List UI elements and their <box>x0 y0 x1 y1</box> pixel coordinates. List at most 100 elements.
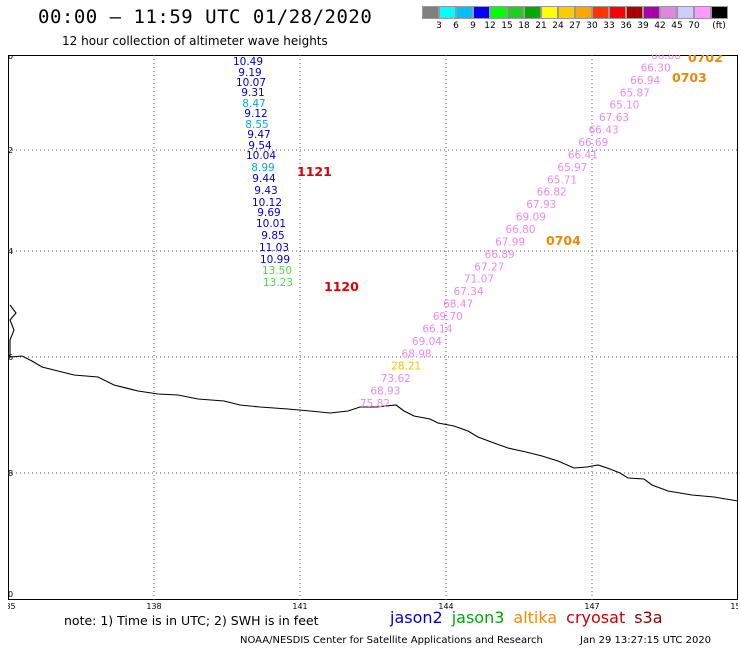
map-frame <box>8 55 738 600</box>
lon-tick-label: 141 <box>292 602 307 610</box>
legend-swatch <box>422 6 439 19</box>
wave-height-map: 10.499.1910.079.318.479.128.559.479.5410… <box>8 55 738 610</box>
wave-height-value: 28.21 <box>391 361 421 373</box>
wave-height-value: 9.85 <box>261 230 284 242</box>
wave-height-value: 9.31 <box>241 87 264 99</box>
legend-swatch <box>711 6 728 19</box>
lon-tick-label: 147 <box>584 602 599 610</box>
wave-height-value: 66.82 <box>537 187 567 199</box>
legend-label: 3 <box>436 21 442 31</box>
lat-tick-label: -70 <box>8 590 13 599</box>
track-time-label: 0703 <box>672 70 707 85</box>
track-time-label: 0704 <box>546 233 581 248</box>
wave-height-value: 67.27 <box>474 261 504 273</box>
wave-height-value: 13.50 <box>262 265 292 277</box>
wave-height-value: 73.62 <box>381 373 411 385</box>
lat-tick-label: -60 <box>8 55 13 61</box>
generated-timestamp: Jan 29 13:27:15 UTC 2020 <box>580 635 712 646</box>
legend-swatch <box>490 6 507 19</box>
wave-height-value: 11.03 <box>259 242 289 254</box>
legend-swatch <box>456 6 473 19</box>
wave-height-value: 69.04 <box>412 336 442 348</box>
wave-height-value: 66.69 <box>578 137 608 149</box>
satellite-name: jason2 <box>390 608 443 627</box>
wave-height-value: 66.43 <box>589 125 619 137</box>
map-title: 00:00 – 11:59 UTC 01/28/2020 <box>38 6 373 28</box>
wave-height-value: 8.99 <box>251 162 274 174</box>
footnote: note: 1) Time is in UTC; 2) SWH is in fe… <box>64 613 319 628</box>
legend-unit: (ft) <box>712 21 726 31</box>
legend-swatch <box>660 6 677 19</box>
legend-swatch <box>524 6 541 19</box>
legend-swatch <box>439 6 456 19</box>
wave-height-value: 68.47 <box>443 299 473 311</box>
legend-label: 21 <box>535 21 547 31</box>
wave-height-value: 9.19 <box>238 67 261 79</box>
wave-height-value: 66.89 <box>485 249 515 261</box>
track-time-label: 1121 <box>297 164 332 179</box>
lon-tick-label: 138 <box>146 602 161 610</box>
wave-height-value: 69.70 <box>433 311 463 323</box>
lat-tick-label: -66 <box>8 353 13 362</box>
satellite-name: jason3 <box>451 608 505 627</box>
legend-label: 9 <box>470 21 476 31</box>
wave-height-value: 65.87 <box>620 87 650 99</box>
legend-swatch <box>694 6 711 19</box>
wave-height-value: 67.93 <box>526 199 556 211</box>
legend-labels: 3 6 9 12 15 18 21 24 27 30 33 36 39 42 45 70 (ft) <box>422 19 740 33</box>
track-time-label: 0702 <box>688 55 723 65</box>
wave-height-value: 10.12 <box>252 197 282 209</box>
wave-height-value: 75.82 <box>360 398 390 410</box>
legend-swatch <box>473 6 490 19</box>
satellite-legend: jason2 jason3 altika cryosat s3a <box>390 608 672 627</box>
wave-height-value: 65.71 <box>547 174 577 186</box>
antarctic-coastline <box>9 304 738 502</box>
wave-height-value: 65.97 <box>557 162 587 174</box>
lon-tick-label: 135 <box>8 602 16 610</box>
legend-swatches <box>422 6 740 19</box>
map-grid <box>8 55 738 600</box>
satellite-name: cryosat <box>566 608 626 627</box>
track-a-labels: 10.499.1910.079.318.479.128.559.479.5410… <box>233 56 293 289</box>
lat-tick-label: -62 <box>8 146 13 155</box>
legend-label: 45 <box>671 21 683 31</box>
wave-height-value: 66.41 <box>568 149 598 161</box>
wave-height-value: 71.07 <box>464 274 494 286</box>
legend-swatch <box>626 6 643 19</box>
wave-height-value: 10.99 <box>260 254 290 266</box>
wave-height-value: 10.49 <box>233 56 263 68</box>
legend-label: 6 <box>453 21 459 31</box>
track-b-labels: 66.8866.3066.9465.8765.1067.6366.4366.69… <box>360 55 681 410</box>
lat-tick-label: -64 <box>8 247 13 256</box>
legend-swatch <box>575 6 592 19</box>
wave-height-value: 10.04 <box>246 150 276 162</box>
legend-label: 30 <box>586 21 598 31</box>
legend-swatch <box>609 6 626 19</box>
credit-line: NOAA/NESDIS Center for Satellite Applica… <box>240 635 543 646</box>
wave-height-value: 9.54 <box>248 140 272 152</box>
legend-swatch <box>558 6 575 19</box>
wave-height-value: 13.23 <box>263 277 293 289</box>
legend-swatch <box>541 6 558 19</box>
lat-tick-label: -68 <box>8 469 13 478</box>
time-labels: 1121 1120 0702 0703 0704 <box>297 55 723 294</box>
lon-tick-label: 144 <box>438 602 453 610</box>
legend-label: 12 <box>484 21 496 31</box>
wave-height-value: 67.34 <box>454 286 484 298</box>
legend-label: 15 <box>501 21 513 31</box>
legend-swatch <box>677 6 694 19</box>
legend-label: 39 <box>637 21 649 31</box>
wave-height-value: 8.55 <box>245 119 268 131</box>
wave-height-value: 8.47 <box>242 98 265 110</box>
wave-height-value: 9.12 <box>244 108 267 120</box>
legend-swatch <box>592 6 609 19</box>
wave-height-value: 66.30 <box>641 62 671 74</box>
lon-tick-label: 150 <box>730 602 738 610</box>
wave-height-value: 65.10 <box>609 100 639 112</box>
wave-height-value: 66.80 <box>505 224 535 236</box>
legend-label: 36 <box>620 21 632 31</box>
wave-height-value: 9.69 <box>257 207 280 219</box>
track-time-label: 1120 <box>324 279 359 294</box>
axis-labels: -60 -62 -64 -66 -68 -70 135 138 141 144 147 150 <box>8 55 738 610</box>
legend-label: 70 <box>688 21 700 31</box>
